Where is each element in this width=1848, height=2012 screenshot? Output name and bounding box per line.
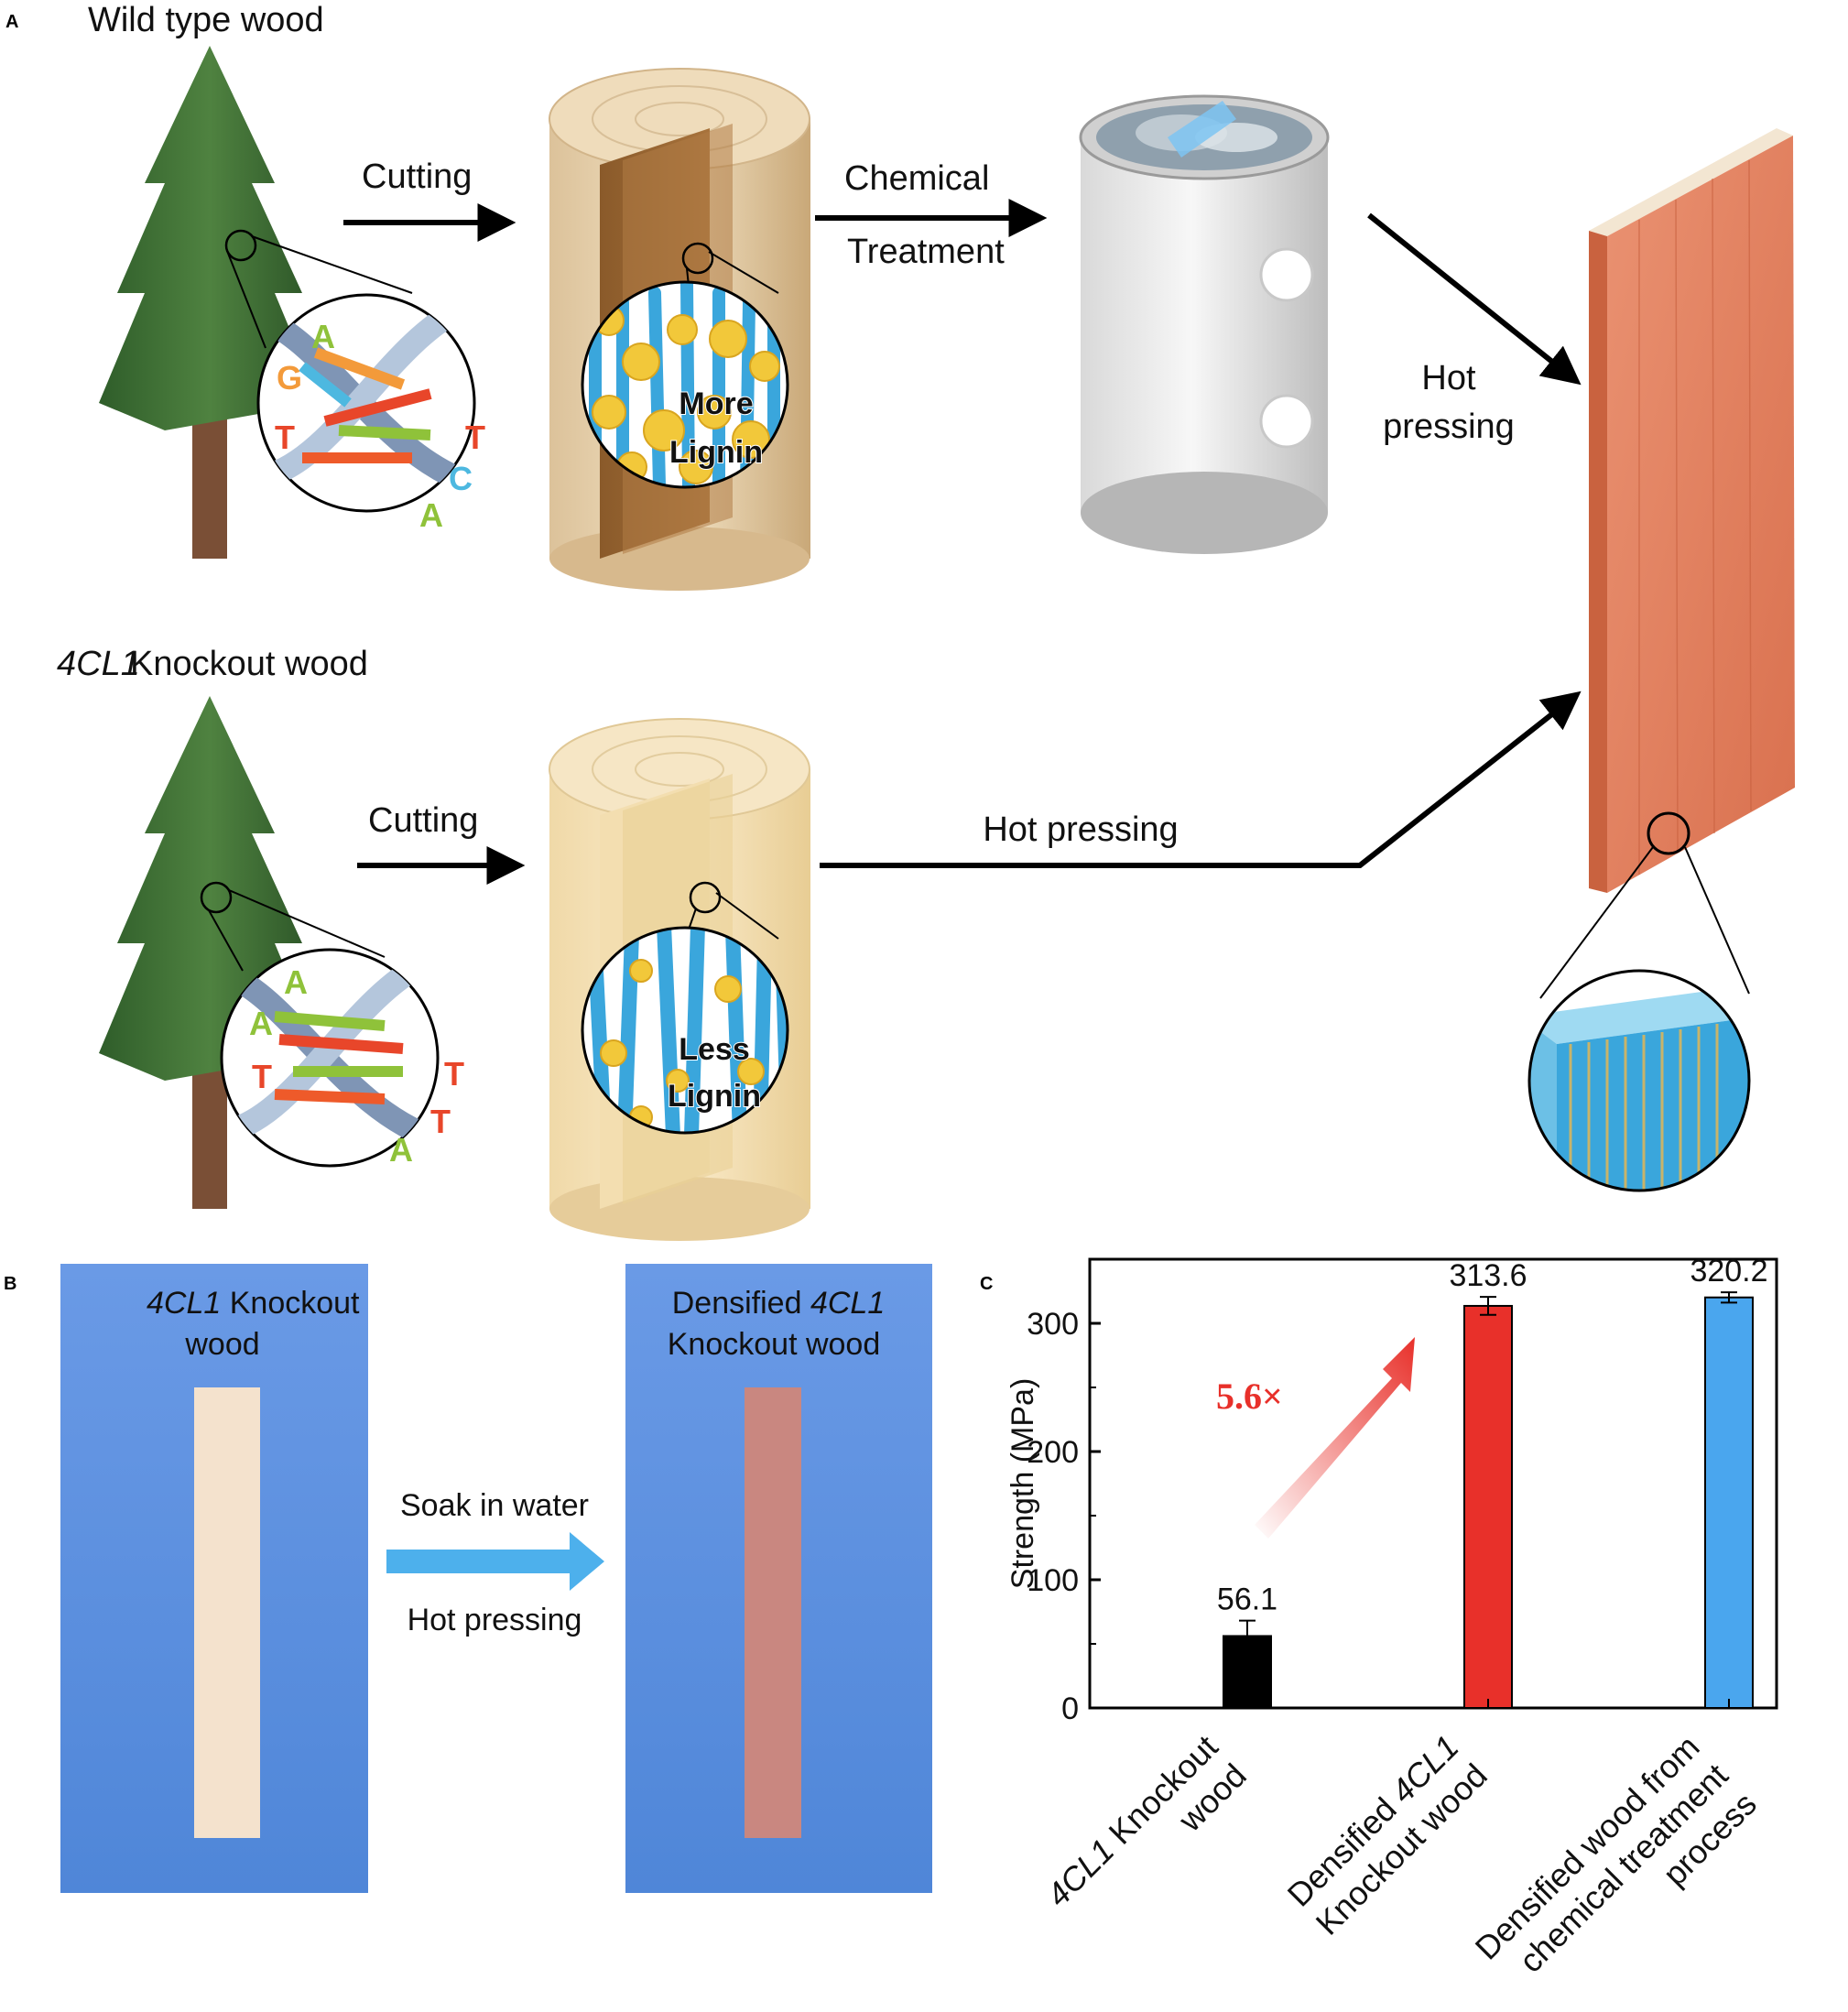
photo-before-label-2: wood <box>184 1327 259 1362</box>
chemical-label-2: Treatment <box>847 233 1005 271</box>
cutting-label-bottom: Cutting <box>368 801 478 840</box>
fold-change-label: 5.6× <box>1216 1376 1283 1417</box>
more-lignin-label-2: Lignin <box>669 435 763 470</box>
photo-after-label-plain: Densified <box>672 1286 810 1321</box>
y-tick-label: 0 <box>1061 1691 1079 1726</box>
dna-letter: T <box>252 1058 272 1095</box>
panel-b-letter: B <box>4 1274 16 1294</box>
photo-after-label-2: Knockout wood <box>668 1327 881 1362</box>
chemical-label-1: Chemical <box>844 159 989 198</box>
wild-type-title: Wild type wood <box>88 1 324 39</box>
dna-letter: C <box>449 460 473 497</box>
densified-fiber-zoom <box>1527 969 1751 1192</box>
x-category-line: Densified wood from <box>1468 1728 1707 1967</box>
less-lignin-zoom: Less Lignin <box>581 926 789 1135</box>
dna-letter: G <box>277 359 302 397</box>
dna-letter: A <box>311 318 335 355</box>
fold-change-arrow <box>1255 1337 1415 1539</box>
wood-strip-before <box>194 1387 260 1838</box>
chart-frame <box>1088 1257 1778 1710</box>
panel-b: B 4CL1 Knockout wood Densified 4CL1 Knoc… <box>4 1264 932 1893</box>
dna-letter: A <box>284 963 308 1001</box>
bar-value-label: 320.2 <box>1690 1254 1767 1289</box>
hot-pressing-label-b: Hot pressing <box>408 1603 582 1637</box>
bar <box>1704 1296 1754 1709</box>
dna-letter: T <box>444 1055 464 1093</box>
knockout-title-italic: 4CL1 <box>57 645 140 683</box>
chart-bars: 56.1 313.6 320.2 <box>1217 1254 1768 1709</box>
wild-type-tree <box>99 46 321 559</box>
dna-letter: A <box>419 496 443 534</box>
bar-value-label: 313.6 <box>1449 1258 1527 1293</box>
bar-value-label: 56.1 <box>1217 1582 1277 1617</box>
photo-before: 4CL1 Knockout wood <box>60 1264 368 1893</box>
photo-after-label-italic: 4CL1 <box>810 1286 885 1321</box>
y-tick-label: 100 <box>1027 1563 1079 1598</box>
panel-c: C 0 100 200 300 Strength (MPa) 56.1 313.6 320… <box>980 1254 1778 1980</box>
chart-y-axis: 0 100 200 300 <box>1027 1307 1101 1726</box>
less-lignin-label-1: Less <box>679 1032 750 1067</box>
panel-a-letter: A <box>5 12 18 32</box>
x-category-text: Densified wood from <box>1468 1728 1707 1967</box>
chart-y-label: Strength (MPa) <box>1006 1378 1040 1590</box>
photo-after: Densified 4CL1 Knockout wood <box>625 1264 932 1893</box>
dna-zoom-top: A G T T C A <box>256 293 485 534</box>
tree-zoom-point <box>224 229 257 262</box>
cutting-label-top: Cutting <box>362 158 472 196</box>
bar <box>1463 1304 1513 1709</box>
svg-text:Densified 4CL1: Densified 4CL1 <box>672 1286 885 1321</box>
hot-pressing-label-2: pressing <box>1383 408 1515 446</box>
wood-strip-after <box>745 1387 801 1838</box>
dna-letter: A <box>249 1005 273 1042</box>
hot-pressing-arrow-top <box>1367 212 1582 386</box>
dna-letter: T <box>275 419 295 456</box>
photo-before-label-italic: 4CL1 <box>147 1286 221 1321</box>
photo-before-label-rest: Knockout <box>221 1286 360 1321</box>
hot-pressing-label-1: Hot <box>1421 359 1476 397</box>
more-lignin-label-1: More <box>679 386 753 421</box>
y-tick-label: 200 <box>1027 1435 1079 1470</box>
y-tick-label: 300 <box>1027 1307 1079 1342</box>
dna-letter: T <box>465 419 485 456</box>
tree-foliage <box>99 46 321 430</box>
panel-c-letter: C <box>980 1274 993 1294</box>
dna-letter: T <box>430 1103 451 1140</box>
dna-zoom-bottom: A A T T T A <box>220 948 464 1169</box>
blue-process-arrow <box>386 1532 604 1591</box>
less-lignin-label-2: Lignin <box>668 1079 761 1114</box>
hot-pressing-label-bottom: Hot pressing <box>983 810 1178 849</box>
knockout-title-rest: Knockout wood <box>130 645 368 683</box>
dna-letter: A <box>389 1131 413 1169</box>
densified-board <box>1589 128 1795 893</box>
panel-a: A Wild type wood A G T T C <box>5 1 1795 1241</box>
soak-label: Soak in water <box>400 1488 589 1523</box>
hot-pressing-arrow-bottom <box>820 691 1582 868</box>
svg-text:4CL1 Knockout: 4CL1 Knockout <box>147 1286 360 1321</box>
treatment-vessel <box>1079 94 1330 554</box>
